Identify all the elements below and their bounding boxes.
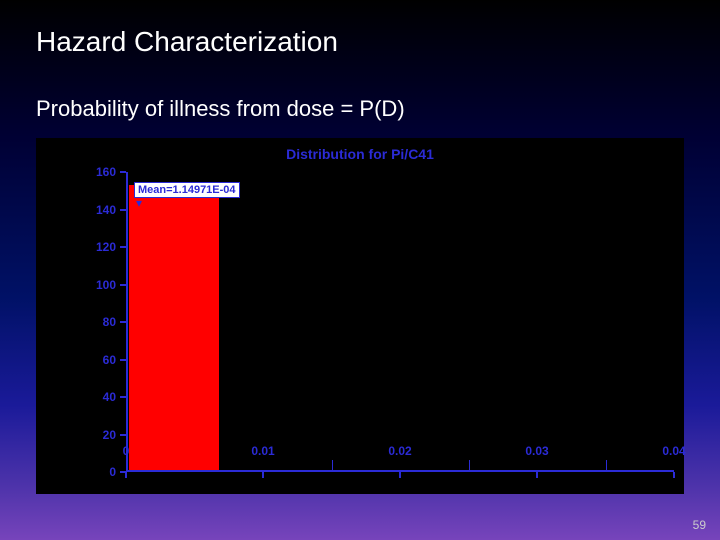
histogram-bar — [129, 185, 219, 470]
y-tick-label: 20 — [103, 428, 116, 442]
x-tick-label: 0.01 — [251, 444, 274, 458]
y-tick-label: 80 — [103, 315, 116, 329]
y-tick — [120, 246, 126, 248]
y-tick — [120, 209, 126, 211]
x-tick — [673, 472, 675, 478]
y-tick — [120, 434, 126, 436]
x-minor-tick — [469, 460, 470, 470]
y-tick — [120, 321, 126, 323]
x-tick — [536, 472, 538, 478]
slide-number: 59 — [693, 518, 706, 532]
slide: Hazard Characterization Probability of i… — [0, 0, 720, 540]
y-tick-label: 60 — [103, 353, 116, 367]
y-tick — [120, 396, 126, 398]
x-tick — [399, 472, 401, 478]
slide-title: Hazard Characterization — [36, 26, 338, 58]
chart-container: Distribution for Pi/C41 0204060801001201… — [36, 138, 684, 494]
y-tick-label: 40 — [103, 390, 116, 404]
plot-area: 020406080100120140160 — [126, 172, 674, 472]
x-tick — [262, 472, 264, 478]
mean-annotation: Mean=1.14971E-04 — [134, 182, 240, 198]
y-tick-label: 100 — [96, 278, 116, 292]
y-tick-label: 140 — [96, 203, 116, 217]
mean-arrow-icon: ▾ — [136, 196, 142, 210]
x-tick-label: 0 — [123, 444, 130, 458]
x-tick-label: 0.02 — [388, 444, 411, 458]
y-tick-label: 0 — [109, 465, 116, 479]
x-tick-label: 0.04 — [662, 444, 685, 458]
x-tick — [125, 472, 127, 478]
slide-subtitle: Probability of illness from dose = P(D) — [36, 96, 405, 122]
y-tick — [120, 171, 126, 173]
y-tick-label: 120 — [96, 240, 116, 254]
chart-title: Distribution for Pi/C41 — [36, 138, 684, 162]
y-tick — [120, 284, 126, 286]
x-minor-tick — [332, 460, 333, 470]
x-tick-label: 0.03 — [525, 444, 548, 458]
y-tick — [120, 359, 126, 361]
y-axis — [126, 172, 128, 472]
y-tick-label: 160 — [96, 165, 116, 179]
x-minor-tick — [606, 460, 607, 470]
